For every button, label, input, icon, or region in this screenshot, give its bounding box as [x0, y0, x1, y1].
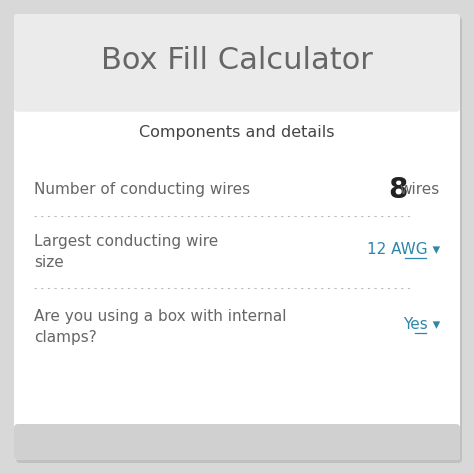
Text: Yes ▾: Yes ▾ — [403, 317, 440, 332]
Text: 8: 8 — [388, 176, 408, 204]
FancyBboxPatch shape — [16, 17, 462, 463]
Bar — [18, 72, 456, 108]
FancyBboxPatch shape — [14, 14, 460, 460]
Text: 12 AWG ▾: 12 AWG ▾ — [367, 242, 440, 257]
Text: Are you using a box with internal
clamps?: Are you using a box with internal clamps… — [34, 309, 286, 345]
FancyBboxPatch shape — [14, 14, 460, 112]
Text: Components and details: Components and details — [139, 125, 335, 140]
Text: wires: wires — [400, 182, 440, 197]
Text: Largest conducting wire
size: Largest conducting wire size — [34, 234, 218, 270]
Bar — [18, 428, 456, 442]
Bar — [18, 428, 456, 456]
Text: Box Fill Calculator: Box Fill Calculator — [101, 46, 373, 75]
FancyBboxPatch shape — [14, 424, 460, 460]
Text: Number of conducting wires: Number of conducting wires — [34, 182, 250, 197]
